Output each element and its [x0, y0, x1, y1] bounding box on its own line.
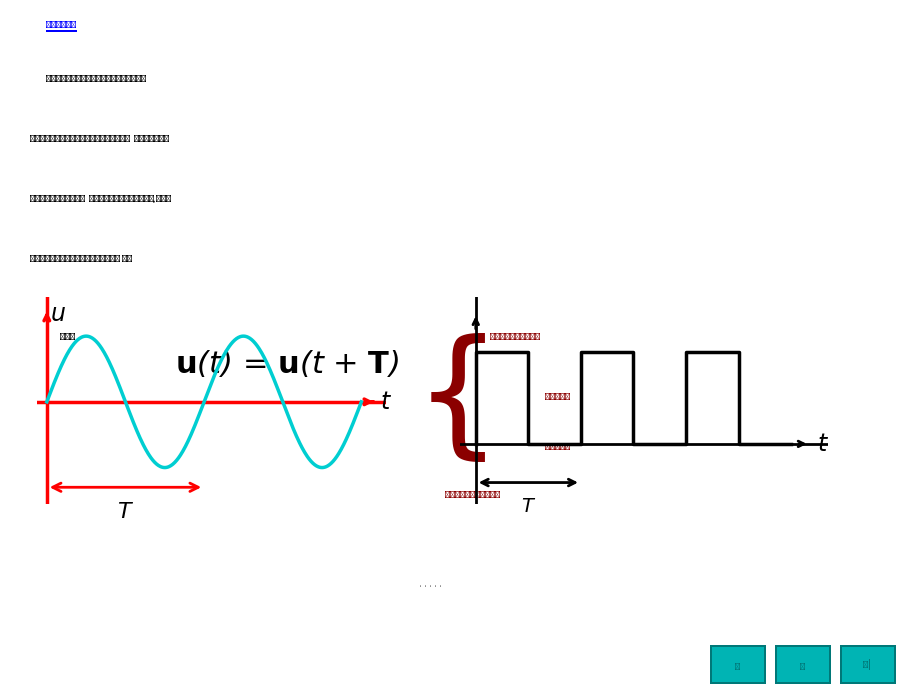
Text: $t$: $t$ — [380, 390, 391, 414]
Text: $T$: $T$ — [520, 497, 536, 516]
Text: $\mathbf{u}$($t$) = $\mathbf{u}$($t$ + $\mathbf{T}$): $\mathbf{u}$($t$) = $\mathbf{u}$($t$ + $… — [175, 348, 399, 379]
Text: {: { — [414, 333, 502, 468]
Text: $T$: $T$ — [117, 502, 134, 522]
Text: $t$: $t$ — [817, 432, 829, 456]
Text: $u$: $u$ — [50, 302, 65, 326]
